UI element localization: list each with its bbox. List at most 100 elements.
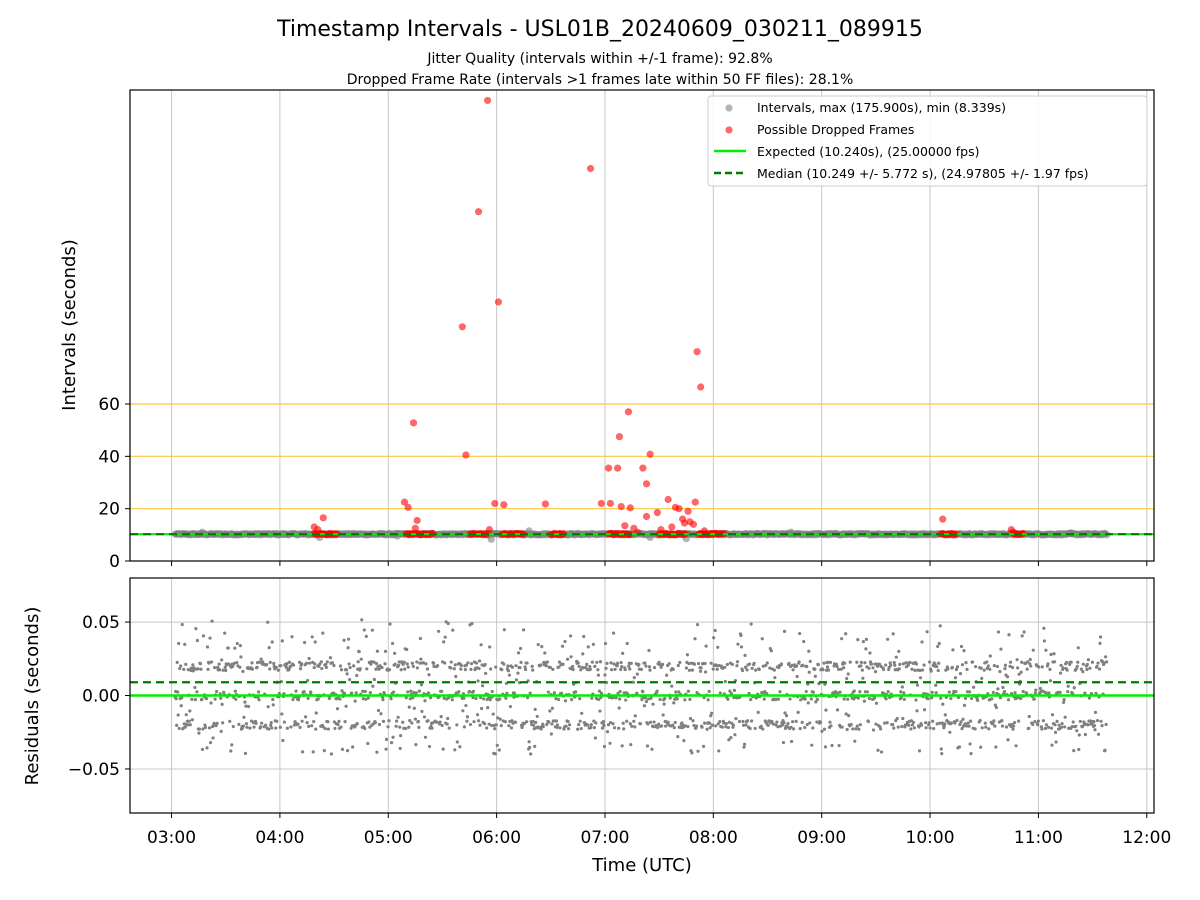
residual-point	[651, 702, 655, 706]
residual-point	[960, 727, 964, 731]
residual-point	[220, 702, 224, 706]
residual-point	[918, 676, 923, 680]
residual-point	[175, 660, 179, 664]
residual-point	[510, 719, 514, 723]
residual-point	[615, 664, 619, 668]
residual-point	[494, 723, 498, 727]
residual-point	[955, 665, 960, 669]
residual-point	[772, 668, 776, 672]
residual-point	[601, 720, 606, 724]
residual-point	[623, 667, 627, 672]
residual-point	[815, 720, 819, 724]
dropped-frame-point	[604, 464, 613, 472]
residual-point	[268, 660, 272, 664]
dropped-frame-point	[491, 499, 499, 508]
residual-point	[449, 660, 453, 664]
residual-point	[1006, 698, 1011, 702]
residual-point	[1103, 655, 1108, 659]
dropped-frame-point	[689, 520, 698, 528]
residual-point	[1007, 633, 1011, 637]
residual-point	[484, 671, 488, 675]
residual-point	[676, 735, 680, 739]
residual-point	[190, 697, 194, 701]
residual-point	[781, 740, 786, 745]
residual-point	[986, 664, 990, 668]
residual-point	[703, 661, 707, 666]
residual-point	[740, 668, 745, 673]
residual-point	[603, 673, 607, 677]
residual-point	[1086, 658, 1091, 662]
intervals-panel: 0 20 40 60 Intervals (seconds) Intervals, m…	[59, 89, 1155, 572]
residual-point	[467, 689, 472, 694]
residual-point	[313, 640, 317, 644]
residual-point	[736, 642, 740, 646]
residual-point	[598, 660, 603, 664]
residual-point	[199, 667, 203, 671]
residual-point	[1074, 667, 1078, 671]
residual-point	[683, 698, 687, 702]
residual-point	[477, 659, 482, 663]
residual-point	[659, 665, 663, 669]
residual-point	[761, 727, 765, 731]
residual-point	[676, 663, 680, 668]
residual-point	[1050, 713, 1055, 717]
residual-point	[1063, 725, 1067, 729]
residual-point	[1060, 722, 1064, 726]
residual-point	[419, 657, 423, 661]
residual-point	[397, 663, 401, 667]
residual-point	[328, 656, 332, 660]
residual-point	[742, 742, 747, 746]
residual-point	[394, 724, 398, 728]
residual-point	[300, 719, 304, 723]
residual-point	[924, 726, 928, 730]
residual-point	[732, 696, 736, 700]
residual-point	[645, 744, 650, 748]
residual-point	[478, 723, 482, 727]
residual-point	[990, 697, 994, 701]
residual-point	[479, 643, 483, 647]
residual-point	[463, 667, 468, 672]
residual-point	[326, 720, 330, 724]
residual-point	[521, 628, 526, 632]
residual-point	[867, 696, 872, 701]
residual-point	[801, 663, 805, 667]
residual-point	[787, 661, 791, 665]
residual-point	[811, 726, 815, 730]
residual-point	[855, 724, 859, 728]
residual-point	[780, 723, 785, 727]
residual-point	[745, 719, 750, 723]
residual-point	[1046, 662, 1050, 666]
residual-point	[917, 725, 921, 729]
residual-point	[789, 739, 794, 744]
residual-point	[726, 697, 730, 701]
residual-point	[657, 662, 662, 667]
residual-point	[357, 649, 361, 654]
residual-point	[972, 685, 976, 689]
residual-point	[725, 662, 729, 667]
residual-point	[807, 670, 811, 674]
residual-point	[1047, 691, 1051, 695]
residual-point	[810, 743, 814, 747]
residual-point	[627, 664, 631, 668]
residual-point	[179, 664, 183, 668]
residual-point	[1019, 670, 1023, 674]
residual-point	[196, 667, 200, 671]
residual-point	[692, 662, 697, 666]
residual-point	[418, 636, 423, 641]
residual-point	[829, 724, 833, 728]
residual-point	[973, 727, 977, 731]
residual-point	[482, 697, 486, 701]
residual-point	[404, 726, 408, 731]
residual-point	[743, 665, 748, 669]
residual-point	[839, 667, 843, 671]
residual-point	[815, 697, 819, 702]
residual-point	[344, 668, 349, 672]
residual-point	[1004, 725, 1009, 729]
residual-point	[901, 662, 905, 666]
residual-point	[934, 691, 938, 695]
interval-point	[487, 535, 495, 543]
residual-point	[913, 668, 917, 672]
residual-point	[825, 665, 830, 669]
residual-point	[458, 745, 462, 749]
residual-point	[366, 696, 370, 700]
